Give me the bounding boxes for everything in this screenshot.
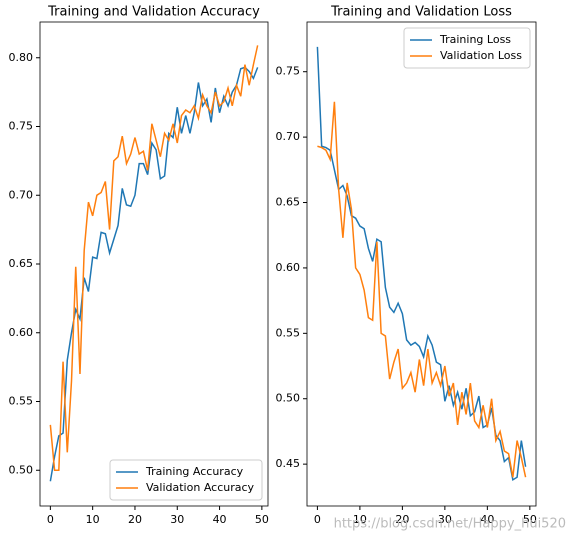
y-tick-label: 0.70 xyxy=(276,130,301,143)
y-tick-label: 0.55 xyxy=(276,326,301,339)
line-series xyxy=(49,45,259,471)
y-tick-label: 0.75 xyxy=(9,120,34,133)
x-tick-label: 40 xyxy=(213,513,227,526)
x-tick-label: 30 xyxy=(170,513,184,526)
y-tick-label: 0.60 xyxy=(9,326,34,339)
legend-label: Validation Accuracy xyxy=(146,481,255,494)
y-tick-label: 0.50 xyxy=(276,392,301,405)
x-tick-label: 40 xyxy=(480,513,494,526)
x-tick-label: 20 xyxy=(395,513,409,526)
watermark: https://blog.csdn.net/Happy_hui520 xyxy=(334,517,566,532)
x-tick-label: 10 xyxy=(86,513,100,526)
x-tick-label: 0 xyxy=(314,513,321,526)
y-tick-label: 0.60 xyxy=(276,261,301,274)
y-tick-label: 0.45 xyxy=(276,457,301,470)
legend-label: Training Accuracy xyxy=(145,465,244,478)
x-tick-label: 0 xyxy=(47,513,54,526)
axes-frame xyxy=(306,21,537,507)
legend-box xyxy=(403,27,531,69)
y-tick-label: 0.65 xyxy=(9,257,34,270)
y-tick-label: 0.50 xyxy=(9,463,34,476)
x-tick-label: 10 xyxy=(353,513,367,526)
legend-label: Training Loss xyxy=(439,33,511,46)
y-tick-label: 0.70 xyxy=(9,188,34,201)
x-tick-label: 50 xyxy=(523,513,537,526)
x-tick-label: 50 xyxy=(255,513,269,526)
legend-box xyxy=(109,459,263,501)
x-tick-label: 20 xyxy=(128,513,142,526)
y-tick-label: 0.55 xyxy=(9,395,34,408)
chart-title: Training and Validation Accuracy xyxy=(47,5,260,20)
x-tick-label: 30 xyxy=(438,513,452,526)
line-series xyxy=(316,46,527,482)
line-series xyxy=(317,101,527,478)
axes-frame xyxy=(39,21,269,507)
y-tick-label: 0.80 xyxy=(9,51,34,64)
line-series xyxy=(49,66,259,482)
y-tick-label: 0.65 xyxy=(276,196,301,209)
legend-label: Validation Loss xyxy=(440,49,522,62)
chart-title: Training and Validation Loss xyxy=(330,5,512,20)
y-tick-label: 0.75 xyxy=(276,65,301,78)
